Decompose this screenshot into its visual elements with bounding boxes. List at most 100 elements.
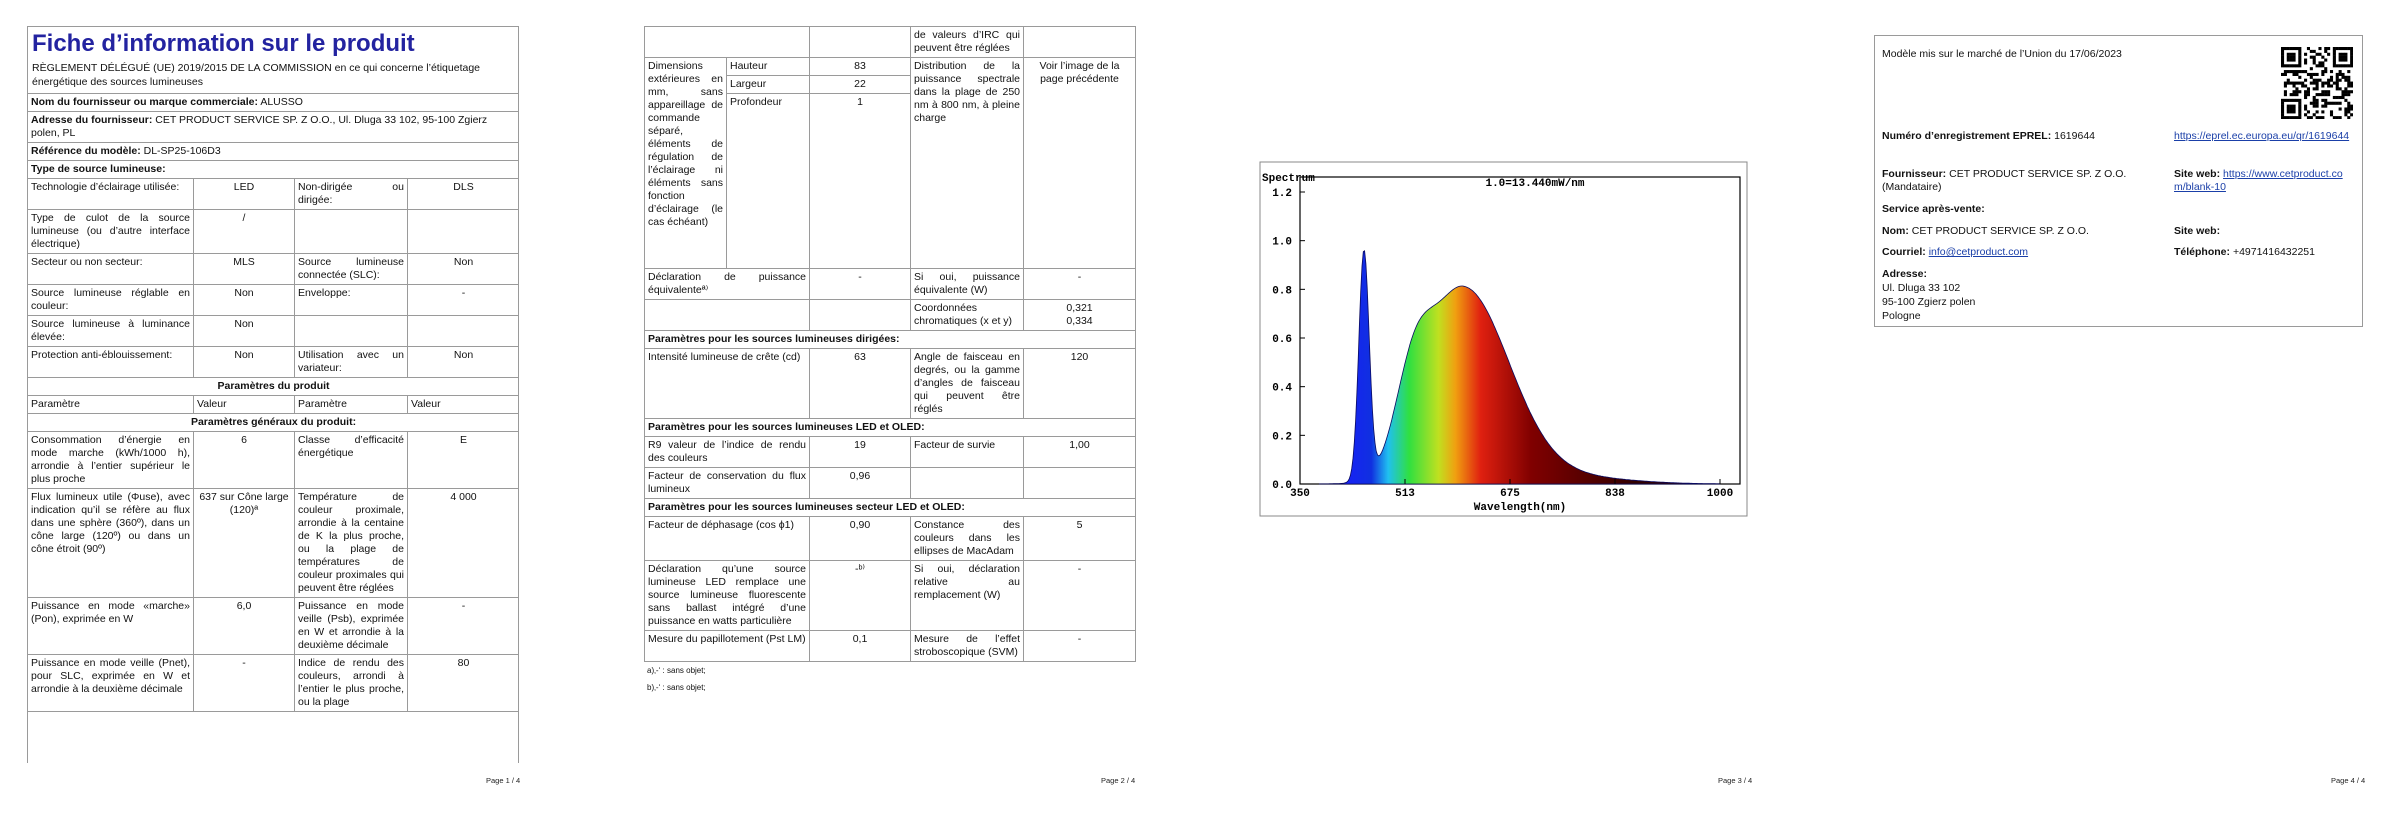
qr-module: [2283, 90, 2287, 94]
qr-module: [2298, 70, 2302, 74]
qr-module: [2312, 72, 2316, 76]
qr-module: [2321, 61, 2325, 65]
qr-module: [2289, 107, 2293, 111]
qr-module: [2298, 52, 2302, 56]
qr-module: [2344, 98, 2348, 102]
eprel-link[interactable]: https://eprel.ec.europa.eu/qr/1619644: [2174, 130, 2350, 142]
table-cell: 4 000: [406, 488, 518, 598]
qr-module: [2338, 116, 2342, 119]
table-cell: E: [406, 431, 518, 489]
qr-module: [2350, 61, 2353, 65]
qr-module: [2347, 64, 2351, 68]
qr-module: [2286, 107, 2290, 111]
qr-module: [2309, 49, 2313, 53]
table-cell: Facteur de survie: [910, 436, 1024, 468]
table-cell: Hauteur: [726, 57, 810, 76]
text-block: Pologne: [1882, 310, 1921, 322]
qr-module: [2335, 75, 2339, 79]
qr-module: [2286, 55, 2290, 59]
qr-module: [2283, 93, 2287, 97]
table-cell: 120: [1023, 348, 1136, 419]
qr-module: [2292, 55, 2296, 59]
x-tick-label: 675: [1500, 488, 1520, 500]
qr-module: [2312, 95, 2316, 100]
qr-module: [2347, 75, 2351, 79]
qr-module: [2332, 95, 2336, 100]
x-axis-label: Wavelength(nm): [1474, 502, 1566, 514]
qr-module: [2344, 52, 2348, 56]
qr-module: [2335, 101, 2339, 105]
qr-module: [2295, 64, 2299, 68]
table-cell: Profondeur: [726, 93, 810, 269]
table-cell: DLS: [406, 178, 518, 210]
regulation: RÈGLEMENT DÉLÉGUÉ (UE) 2019/2015 DE LA C…: [32, 62, 481, 88]
text-block: Service après-vente:: [1882, 203, 1985, 215]
qr-module: [2338, 87, 2342, 91]
qr-module: [2306, 87, 2310, 91]
y-tick-label: 1.0: [1272, 237, 1292, 249]
table-cell: Source lumineuse connectée (SLC):: [294, 253, 408, 285]
text-block: Courriel: info@cetproduct.com: [1882, 246, 2028, 259]
qr-module: [2338, 72, 2342, 76]
qr-module: [2315, 78, 2319, 82]
page-number: Page 2 / 4: [1101, 776, 1136, 785]
qr-module: [2283, 47, 2287, 51]
y-tick-label: 0.6: [1272, 334, 1292, 346]
table-row: Paramètres généraux du produit:: [28, 413, 518, 432]
table-cell: MLS: [193, 253, 295, 285]
figure-title: Spectrum: [1262, 173, 1315, 185]
table-cell: Non: [193, 284, 295, 316]
qr-module: [2286, 64, 2290, 68]
qr-module: [2298, 107, 2302, 111]
table-cell: [294, 315, 408, 347]
qr-module: [2324, 47, 2328, 51]
qr-module: [2281, 58, 2285, 62]
y-tick-label: 0.0: [1272, 480, 1292, 492]
qr-module: [2332, 47, 2336, 51]
qr-module: [2332, 64, 2336, 68]
qr-module: [2350, 81, 2353, 85]
qr-module: [2312, 104, 2316, 108]
qr-module: [2281, 107, 2285, 111]
qr-module: [2350, 90, 2353, 94]
qr-module: [2292, 104, 2296, 108]
qr-module: [2347, 93, 2351, 97]
qr-module: [2315, 104, 2319, 108]
qr-module: [2298, 58, 2302, 62]
table-body: Facteur de déphasage (cos ϕ1) 0,90 Constan…: [644, 516, 1136, 662]
table-cell: Enveloppe:: [294, 284, 408, 316]
table-body: Nom du fournisseur ou marque commerciale…: [28, 93, 518, 179]
website-link[interactable]: https://www.cetproduct.com/blank-10: [2174, 168, 2343, 193]
qr-module: [2312, 49, 2316, 53]
text: CET PRODUCT SERVICE SP. Z O.O.: [1911, 225, 2089, 237]
table-cell: 0,1: [809, 630, 911, 662]
qr-module: [2309, 55, 2313, 59]
table-row: Largeur 22: [645, 75, 1136, 94]
qr-module: [2281, 98, 2285, 102]
qr-module: [2292, 116, 2296, 119]
qr-module: [2306, 90, 2310, 94]
email-link[interactable]: info@cetproduct.com: [1928, 246, 2029, 258]
qr-module: [2315, 87, 2319, 91]
qr-module: [2306, 93, 2310, 97]
qr-module: [2298, 104, 2302, 108]
qr-module: [2335, 84, 2339, 88]
qr-module: [2295, 90, 2299, 94]
qr-module: [2306, 116, 2310, 119]
table-row: Protection anti-éblouissement: Non Utilisa…: [28, 346, 518, 378]
table-cell: Nom du fournisseur ou marque commerciale…: [28, 93, 518, 112]
qr-module: [2312, 81, 2316, 85]
qr-module: [2289, 58, 2293, 62]
qr-module: [2324, 81, 2328, 85]
qr-module: [2286, 58, 2290, 62]
table-row: Déclaration de puissance équivalenteª⁾ - S…: [644, 268, 1136, 300]
qr-module: [2298, 64, 2302, 68]
qr-module: [2292, 52, 2296, 56]
qr-module: [2344, 55, 2348, 59]
page-number: Page 4 / 4: [2331, 776, 2366, 785]
qr-module: [2338, 95, 2342, 100]
qr-module: [2321, 116, 2325, 119]
qr-module: [2309, 81, 2313, 85]
qr-module: [2332, 58, 2336, 62]
